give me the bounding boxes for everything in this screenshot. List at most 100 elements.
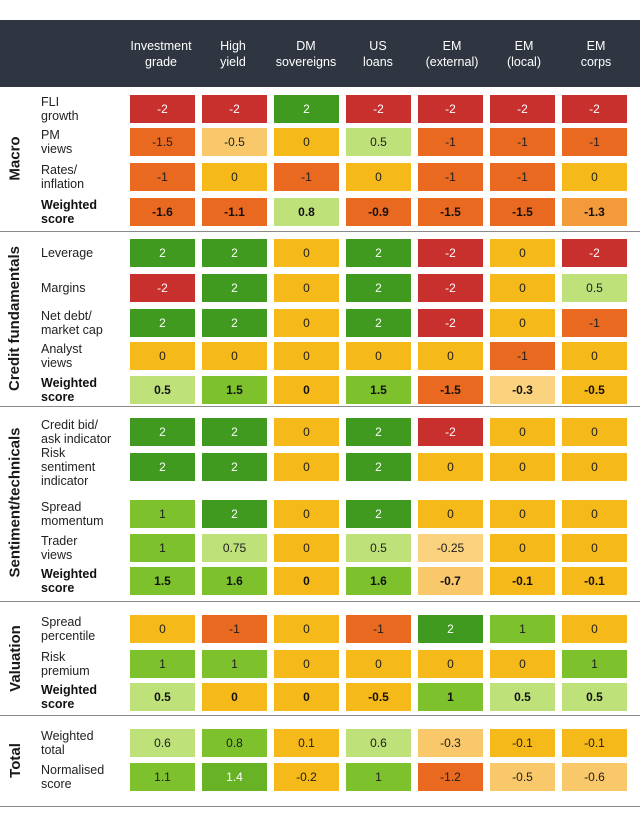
score-cell: -0.9 (346, 198, 411, 226)
section-label: Valuation (6, 603, 24, 713)
score-cell: 0 (562, 500, 627, 528)
row-label: Net debt/ market cap (41, 309, 103, 337)
score-cell: 0.5 (562, 683, 627, 711)
row-label: Weighted total (41, 729, 94, 757)
score-cell: 0 (490, 239, 555, 267)
score-cell: 1.5 (346, 376, 411, 404)
row-label: Credit bid/ ask indicator (41, 418, 112, 446)
row-label: Weighted score (41, 567, 98, 595)
score-cell: -1 (418, 163, 483, 191)
score-cell: 0 (202, 683, 267, 711)
score-cell: 0 (490, 500, 555, 528)
row-label: Margins (41, 281, 86, 295)
row-label: Risk premium (41, 650, 90, 678)
score-cell: -2 (490, 95, 555, 123)
score-cell: -1.6 (130, 198, 195, 226)
score-cell: -1 (562, 309, 627, 337)
score-cell: -1 (490, 342, 555, 370)
score-cell: 0.8 (274, 198, 339, 226)
score-cell: -2 (418, 274, 483, 302)
score-cell: -2 (418, 418, 483, 446)
score-cell: 1.1 (130, 763, 195, 791)
section-divider (0, 231, 640, 232)
score-cell: 2 (130, 309, 195, 337)
score-cell: 0 (346, 163, 411, 191)
score-cell: 0.8 (202, 729, 267, 757)
score-cell: 0 (490, 274, 555, 302)
score-cell: 2 (130, 239, 195, 267)
row-label: Spread percentile (41, 615, 96, 643)
score-cell: 0.5 (562, 274, 627, 302)
score-cell: -0.5 (490, 763, 555, 791)
score-cell: -1.5 (130, 128, 195, 156)
score-cell: 0 (562, 615, 627, 643)
score-cell: -1 (274, 163, 339, 191)
score-cell: 0 (490, 534, 555, 562)
column-header: EM (external) (425, 38, 479, 69)
score-cell: 0 (562, 342, 627, 370)
score-cell: -1.3 (562, 198, 627, 226)
score-cell: -0.5 (562, 376, 627, 404)
score-cell: -0.3 (418, 729, 483, 757)
score-cell: 2 (202, 500, 267, 528)
score-cell: 2 (274, 95, 339, 123)
score-cell: 2 (130, 418, 195, 446)
score-cell: 0 (562, 453, 627, 481)
section-label-text: Macro (6, 135, 24, 181)
score-cell: -1 (202, 615, 267, 643)
score-cell: -1.5 (418, 198, 483, 226)
score-cell: -1 (346, 615, 411, 643)
section-label-text: Total (6, 742, 24, 778)
score-cell: -1 (418, 128, 483, 156)
score-cell: -1 (490, 128, 555, 156)
score-cell: 1.5 (202, 376, 267, 404)
score-cell: -1 (562, 128, 627, 156)
score-cell: 0 (346, 650, 411, 678)
score-cell: 2 (202, 453, 267, 481)
score-cell: 1 (130, 534, 195, 562)
section-label: Sentiment/technicals (6, 407, 24, 598)
score-cell: -2 (130, 95, 195, 123)
score-cell: 0 (274, 534, 339, 562)
score-cell: 2 (418, 615, 483, 643)
score-cell: -2 (130, 274, 195, 302)
score-cell: 1 (490, 615, 555, 643)
score-cell: -1 (130, 163, 195, 191)
row-label: FLI growth (41, 95, 79, 123)
score-cell: 0 (202, 342, 267, 370)
row-label: Normalised score (41, 763, 105, 791)
score-cell: -1.1 (202, 198, 267, 226)
score-cell: 0 (562, 418, 627, 446)
score-cell: 0.6 (346, 729, 411, 757)
score-cell: 0 (274, 683, 339, 711)
column-header: US loans (363, 38, 393, 69)
column-header: Investment grade (130, 38, 192, 69)
score-cell: -2 (418, 239, 483, 267)
score-cell: 1 (418, 683, 483, 711)
score-cell: 1 (562, 650, 627, 678)
score-cell: 0 (562, 163, 627, 191)
score-cell: 0 (274, 376, 339, 404)
score-cell: 2 (346, 500, 411, 528)
score-cell: 0 (418, 342, 483, 370)
score-cell: 0 (274, 128, 339, 156)
score-cell: 0 (490, 418, 555, 446)
score-cell: 1.6 (202, 567, 267, 595)
score-cell: -1.2 (418, 763, 483, 791)
section-label-text: Credit fundamentals (6, 245, 24, 391)
score-cell: 2 (346, 274, 411, 302)
score-cell: 0 (130, 615, 195, 643)
score-cell: 2 (202, 418, 267, 446)
score-cell: 0 (418, 453, 483, 481)
score-cell: -0.2 (274, 763, 339, 791)
score-cell: 0 (490, 453, 555, 481)
score-cell: 2 (202, 309, 267, 337)
score-cell: 2 (346, 239, 411, 267)
score-cell: -2 (418, 95, 483, 123)
row-label: Risk sentiment indicator (41, 446, 96, 488)
section-label: Credit fundamentals (6, 232, 24, 404)
score-cell: 1.6 (346, 567, 411, 595)
column-header: High yield (220, 38, 246, 69)
column-header: DM sovereigns (275, 38, 337, 69)
section-label: Total (6, 717, 24, 803)
